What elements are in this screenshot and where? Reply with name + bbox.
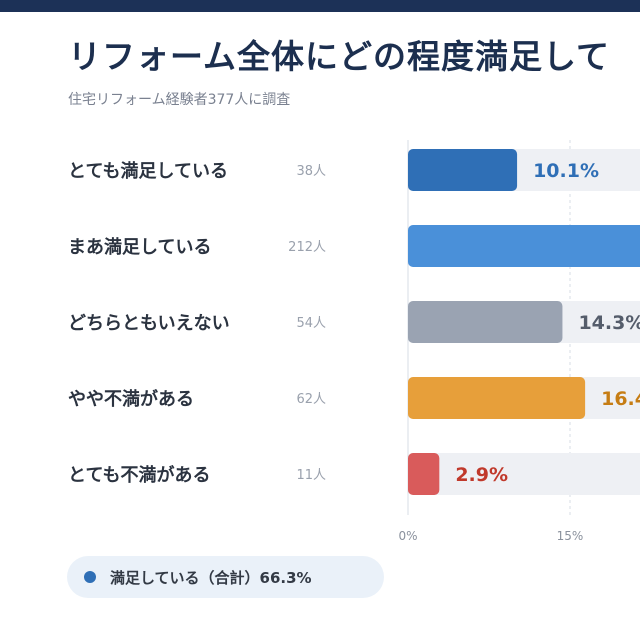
bar <box>408 453 440 495</box>
summary-text: 満足している（合計）66.3% <box>110 568 312 587</box>
x-tick-label: 15% <box>557 529 584 543</box>
value-label: 2.9% <box>455 464 508 486</box>
summary-dot-icon <box>84 571 96 583</box>
bar <box>408 225 640 267</box>
category-label: とても満足している <box>68 160 228 182</box>
x-tick-label: 0% <box>398 529 417 543</box>
category-label: とても不満がある <box>68 464 211 486</box>
category-label: まあ満足している <box>68 236 211 258</box>
value-label: 14.3% <box>578 312 640 334</box>
summary-pill: 満足している（合計）66.3% <box>67 556 384 598</box>
x-axis-ticks: 0% 15% <box>398 529 583 543</box>
count-label: 38人 <box>296 164 326 179</box>
category-label: やや不満がある <box>68 388 194 410</box>
count-label: 212人 <box>288 240 326 255</box>
top-bar <box>0 0 640 12</box>
category-label: どちらともいえない <box>68 313 230 334</box>
count-label: 62人 <box>296 392 326 407</box>
count-label: 54人 <box>296 316 326 331</box>
value-label: 16.4% <box>601 388 640 410</box>
bar <box>408 301 563 343</box>
page-title: リフォーム全体にどの程度満足して <box>68 37 611 76</box>
bar <box>408 149 518 191</box>
bar <box>408 377 586 419</box>
page-subtitle: 住宅リフォーム経験者377人に調査 <box>68 92 291 108</box>
bar-track <box>408 453 640 495</box>
count-label: 11人 <box>296 468 326 483</box>
value-label: 10.1% <box>533 160 599 182</box>
